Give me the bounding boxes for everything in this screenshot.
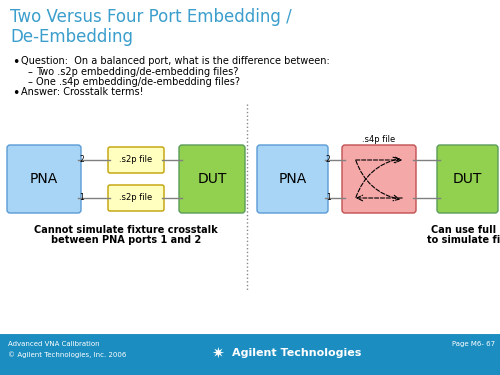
- Text: Question:  On a balanced port, what is the difference between:: Question: On a balanced port, what is th…: [21, 56, 330, 66]
- Text: PNA: PNA: [278, 172, 306, 186]
- Text: Cannot simulate fixture crosstalk: Cannot simulate fixture crosstalk: [34, 225, 218, 235]
- Text: •: •: [12, 56, 20, 69]
- Text: De-Embedding: De-Embedding: [10, 28, 133, 46]
- Text: Can use full “leaky” model: Can use full “leaky” model: [431, 225, 500, 235]
- Text: 1: 1: [326, 194, 331, 202]
- FancyBboxPatch shape: [108, 185, 164, 211]
- Text: to simulate fixture crosstalk: to simulate fixture crosstalk: [427, 235, 500, 245]
- Text: Page M6- 67: Page M6- 67: [452, 341, 495, 347]
- Text: 2: 2: [326, 156, 331, 165]
- Text: 1: 1: [79, 194, 84, 202]
- Text: –: –: [28, 67, 33, 77]
- Text: .s4p file: .s4p file: [362, 135, 396, 144]
- FancyBboxPatch shape: [437, 145, 498, 213]
- Text: ✷: ✷: [212, 345, 224, 360]
- Text: –: –: [28, 77, 33, 87]
- FancyBboxPatch shape: [108, 147, 164, 173]
- Text: © Agilent Technologies, Inc. 2006: © Agilent Technologies, Inc. 2006: [8, 351, 126, 358]
- Text: 2: 2: [79, 156, 84, 165]
- Text: Two Versus Four Port Embedding /: Two Versus Four Port Embedding /: [10, 8, 292, 26]
- Text: Agilent Technologies: Agilent Technologies: [232, 348, 362, 358]
- FancyBboxPatch shape: [7, 145, 81, 213]
- Text: DUT: DUT: [198, 172, 226, 186]
- Text: Answer: Crosstalk terms!: Answer: Crosstalk terms!: [21, 87, 144, 97]
- FancyBboxPatch shape: [179, 145, 245, 213]
- Text: DUT: DUT: [453, 172, 482, 186]
- Text: Two .s2p embedding/de-embedding files?: Two .s2p embedding/de-embedding files?: [36, 67, 238, 77]
- Text: Advanced VNA Calibration: Advanced VNA Calibration: [8, 341, 100, 347]
- Text: .s2p file: .s2p file: [120, 156, 152, 165]
- FancyBboxPatch shape: [342, 145, 416, 213]
- Text: PNA: PNA: [30, 172, 58, 186]
- Text: One .s4p embedding/de-embedding files?: One .s4p embedding/de-embedding files?: [36, 77, 240, 87]
- FancyBboxPatch shape: [257, 145, 328, 213]
- Text: between PNA ports 1 and 2: between PNA ports 1 and 2: [51, 235, 201, 245]
- Text: •: •: [12, 87, 20, 100]
- Bar: [0, 333, 500, 375]
- Text: .s2p file: .s2p file: [120, 194, 152, 202]
